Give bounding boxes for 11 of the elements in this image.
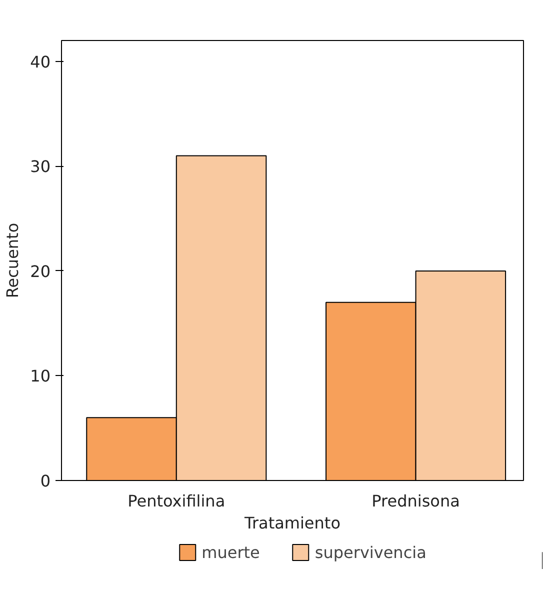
y-tick-label: 10 — [30, 366, 50, 386]
x-axis-title: Tratamiento — [244, 514, 340, 532]
x-tick-label: Prednisona — [372, 492, 460, 510]
y-axis-title: Recuento — [3, 222, 22, 298]
y-tick-label: 0 — [40, 472, 51, 490]
x-tick-label: Pentoxifilina — [128, 492, 226, 510]
y-tick-label: 40 — [30, 52, 50, 72]
y-tick-label: 20 — [30, 262, 50, 281]
legend-label: supervivencia — [314, 542, 426, 562]
y-tick-label: 30 — [30, 157, 50, 176]
legend-label: muerte — [202, 542, 260, 562]
